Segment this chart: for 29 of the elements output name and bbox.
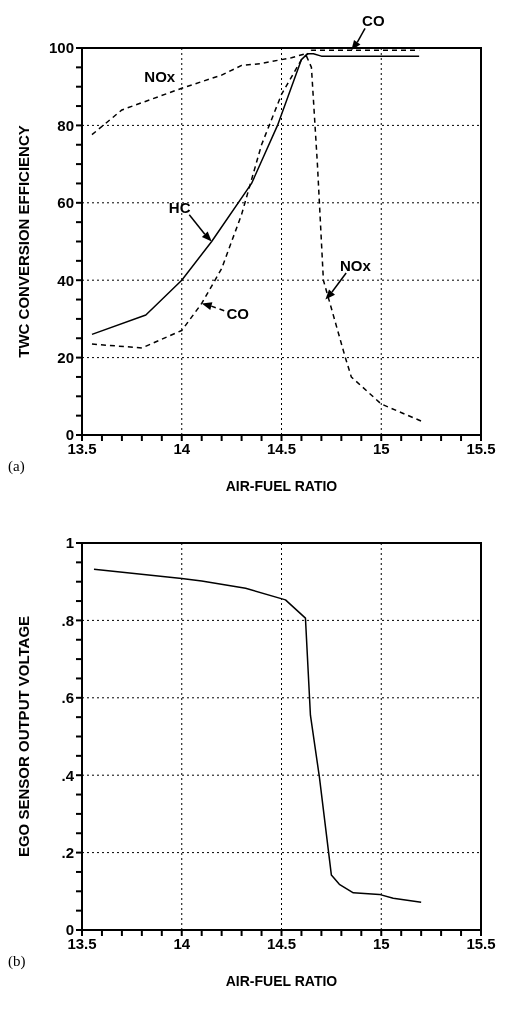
y-tick-label: 100 [48,39,74,57]
x-tick-label: 14.5 [266,439,297,457]
y-axis-title: EGO SENSOR OUTPUT VOLTAGE [15,615,33,858]
x-tick-label: 15.5 [466,439,496,457]
x-tick-label: 14 [173,439,191,457]
x-tick-label: 15 [372,934,390,952]
y-tick-label: .4 [61,766,75,784]
y-tick-label: 1 [65,534,74,552]
y-tick-label: .6 [61,689,74,707]
y-tick-label: 40 [57,271,74,289]
y-tick-label: 20 [57,348,74,366]
x-tick-label: 14.5 [266,934,297,952]
text: (b) [8,953,26,970]
y-axis-title: TWC CONVERSION EFFICIENCY [15,125,33,358]
text: HC [168,199,191,216]
text: (a) [8,458,25,475]
annotation: CO [362,11,385,29]
y-tick-label: .8 [61,611,74,629]
y-tick-label: .2 [61,843,74,861]
series-label: NOx [144,67,176,85]
legend-label: CO [226,304,250,322]
x-tick-label: 15 [372,439,390,457]
x-axis-title: AIR-FUEL RATIO [225,478,338,494]
annotation: NOx [339,257,372,275]
x-tick-label: 15.5 [466,934,496,952]
y-tick-label: 60 [57,194,74,212]
y-tick-label: 80 [57,116,74,134]
x-tick-label: 14 [173,934,191,952]
x-axis-title: AIR-FUEL RATIO [225,973,338,989]
